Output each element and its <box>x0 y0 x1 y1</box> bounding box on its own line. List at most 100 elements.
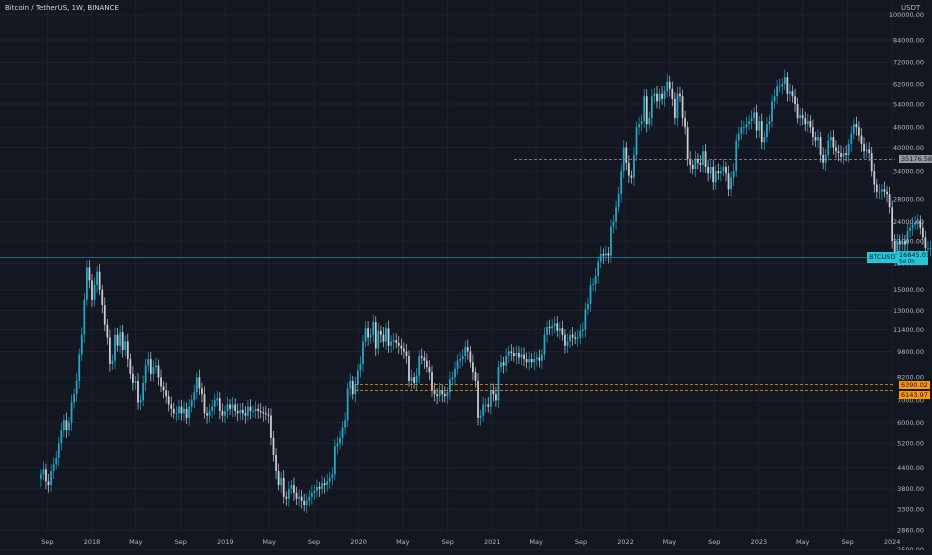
candle-body <box>142 382 145 401</box>
candle-body <box>216 398 219 401</box>
time-tick-label: May <box>129 538 143 546</box>
price-tick-label: 21000.00 <box>893 237 924 245</box>
candle-body <box>893 240 896 256</box>
candle-body <box>538 357 541 361</box>
candle-body <box>264 413 267 415</box>
candle-body <box>193 392 196 401</box>
candle-body <box>673 98 676 119</box>
candle-body <box>863 143 865 152</box>
candle-body <box>686 127 689 159</box>
price-tick-label: 9800.00 <box>897 348 924 356</box>
candle-body <box>553 323 556 326</box>
candle-body <box>564 334 566 346</box>
candle-body <box>748 121 750 125</box>
candle-body <box>224 411 226 416</box>
candle-body <box>211 406 214 412</box>
candle-body <box>305 500 308 506</box>
price-tick-label: 13000.00 <box>893 307 924 315</box>
candle-body <box>911 224 914 228</box>
candle-body <box>709 166 712 174</box>
grid <box>0 0 893 551</box>
candle-body <box>208 411 211 416</box>
candle-body <box>771 101 773 122</box>
candle-body <box>518 352 520 358</box>
candle-body <box>119 332 122 346</box>
candle-body <box>482 404 485 416</box>
candle-body <box>267 414 270 416</box>
candle-body <box>868 149 871 154</box>
candle-body <box>400 345 403 349</box>
candle-body <box>635 127 638 155</box>
candle-body <box>832 137 835 148</box>
candle-body <box>492 390 495 395</box>
candle-body <box>796 104 799 119</box>
candle-body <box>510 351 513 353</box>
candle-body <box>234 404 237 412</box>
candle-body <box>277 470 280 486</box>
candle-body <box>295 492 298 499</box>
candle-body <box>464 347 467 357</box>
candle-body <box>679 93 681 97</box>
candle-body <box>495 394 497 401</box>
candle-body <box>172 408 175 414</box>
candle-body <box>594 275 597 285</box>
candle-body <box>671 88 674 99</box>
candle-body <box>257 408 260 412</box>
candle-body <box>385 328 387 342</box>
candle-body <box>561 328 564 335</box>
price-tick-label: 3800.00 <box>897 485 924 493</box>
candle-body <box>927 248 929 249</box>
candle-body <box>535 357 538 360</box>
candle-body <box>661 93 663 99</box>
candle-body <box>778 86 781 88</box>
candle-body <box>898 240 901 245</box>
candle-body <box>750 118 753 122</box>
candle-body <box>858 127 860 136</box>
candle-body <box>725 166 727 174</box>
candle-body <box>198 377 201 389</box>
candle-body <box>60 430 63 444</box>
candle-body <box>487 404 490 407</box>
candle-body <box>144 365 147 383</box>
candle-body <box>755 112 758 131</box>
candle-body <box>870 153 873 172</box>
time-tick-label: 2018 <box>84 538 101 546</box>
candle-body <box>781 84 784 87</box>
candle-body <box>418 356 421 376</box>
candle-body <box>520 354 523 358</box>
candle-body <box>929 248 932 249</box>
candle-body <box>420 356 423 358</box>
candle-body <box>886 191 888 195</box>
candle-body <box>684 118 686 128</box>
candle-body <box>627 162 630 176</box>
candle-body <box>776 86 779 97</box>
candle-body <box>556 323 559 331</box>
candle-body <box>285 496 288 499</box>
candle-body <box>178 406 180 414</box>
candle-body <box>842 153 845 157</box>
candle-body <box>413 377 416 383</box>
candle-body <box>441 390 444 395</box>
candle-body <box>829 137 832 141</box>
candle-body <box>73 394 76 403</box>
candle-body <box>658 93 661 102</box>
price-tick-label: 54000.00 <box>893 100 924 108</box>
candle-body <box>298 496 300 499</box>
candle-body <box>39 474 42 479</box>
candle-body <box>589 285 592 304</box>
candle-body <box>65 420 68 431</box>
time-tick-label: Sep <box>41 538 53 546</box>
candle-body <box>218 398 221 412</box>
candle-body <box>875 184 878 192</box>
candle-body <box>431 372 433 391</box>
candle-body <box>599 253 602 262</box>
candle-body <box>735 140 738 172</box>
candle-body <box>341 427 344 438</box>
candle-body <box>860 135 863 144</box>
candle-body <box>581 329 584 331</box>
candle-body <box>313 490 316 493</box>
candle-body <box>454 368 456 378</box>
price-tick-label: 84000.00 <box>893 36 924 44</box>
